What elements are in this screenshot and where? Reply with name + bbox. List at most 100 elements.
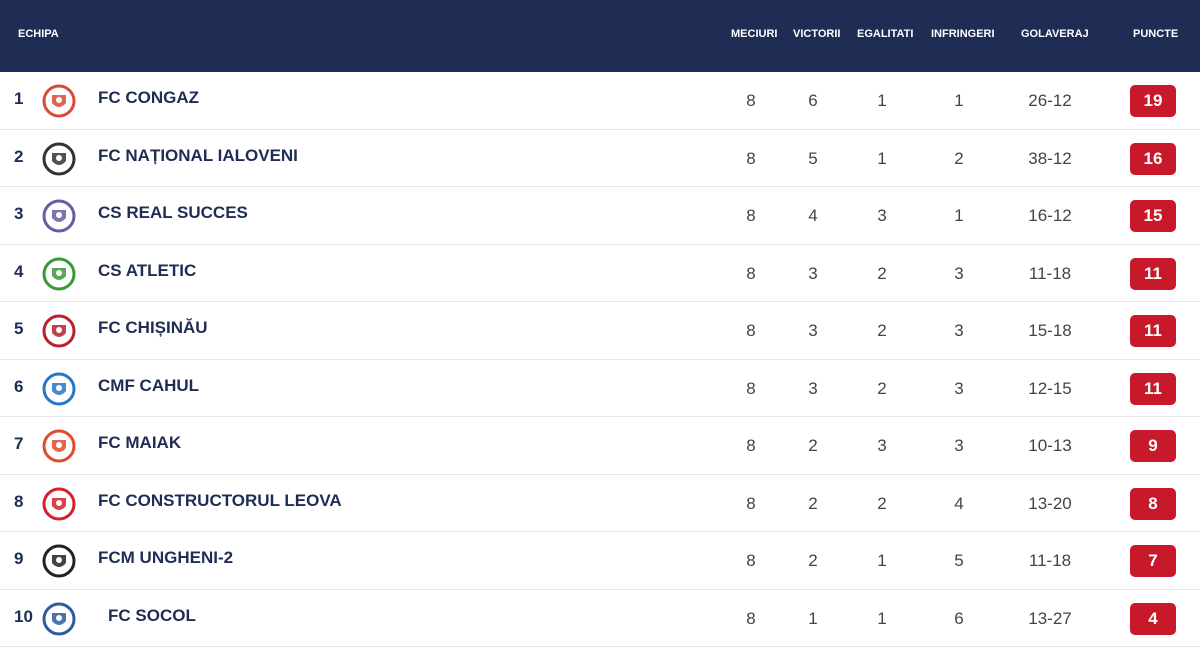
team-name[interactable]: FC MAIAK <box>98 433 181 453</box>
stat-wins: 5 <box>783 149 843 169</box>
stat-losses: 6 <box>929 609 989 629</box>
real-succes-logo <box>42 199 76 233</box>
leova-logo <box>42 487 76 521</box>
header-played: MECIURI <box>731 28 777 40</box>
chisinau-logo <box>42 314 76 348</box>
atletic-logo <box>42 257 76 291</box>
stat-losses: 3 <box>929 321 989 341</box>
stat-wins: 2 <box>783 551 843 571</box>
header-wins: VICTORII <box>793 28 840 40</box>
points-badge: 11 <box>1130 373 1176 405</box>
stat-losses: 3 <box>929 379 989 399</box>
table-header: ECHIPA MECIURI VICTORII EGALITATI INFRIN… <box>0 0 1200 72</box>
points-badge: 11 <box>1130 258 1176 290</box>
rank: 3 <box>14 204 23 224</box>
stat-goals: 13-20 <box>1020 494 1080 514</box>
stat-goals: 11-18 <box>1020 264 1080 284</box>
rank: 4 <box>14 262 23 282</box>
stat-wins: 3 <box>783 264 843 284</box>
team-name[interactable]: FC SOCOL <box>108 606 196 626</box>
cahul-logo <box>42 372 76 406</box>
stat-wins: 2 <box>783 436 843 456</box>
rank: 8 <box>14 492 23 512</box>
stat-wins: 2 <box>783 494 843 514</box>
points-badge: 7 <box>1130 545 1176 577</box>
rank: 7 <box>14 434 23 454</box>
stat-played: 8 <box>721 91 781 111</box>
stat-wins: 3 <box>783 379 843 399</box>
rank: 5 <box>14 319 23 339</box>
header-points: PUNCTE <box>1133 28 1178 40</box>
header-draws: EGALITATI <box>857 28 913 40</box>
stat-goals: 15-18 <box>1020 321 1080 341</box>
team-name[interactable]: CS ATLETIC <box>98 261 196 281</box>
stat-wins: 6 <box>783 91 843 111</box>
team-name[interactable]: FCM UNGHENI-2 <box>98 548 233 568</box>
stat-goals: 38-12 <box>1020 149 1080 169</box>
rank: 1 <box>14 89 23 109</box>
points-badge: 16 <box>1130 143 1176 175</box>
rank: 2 <box>14 147 23 167</box>
stat-losses: 2 <box>929 149 989 169</box>
stat-draws: 2 <box>852 321 912 341</box>
stat-wins: 3 <box>783 321 843 341</box>
stat-played: 8 <box>721 206 781 226</box>
stat-goals: 12-15 <box>1020 379 1080 399</box>
stat-draws: 1 <box>852 609 912 629</box>
stat-played: 8 <box>721 494 781 514</box>
rank: 9 <box>14 549 23 569</box>
stat-wins: 4 <box>783 206 843 226</box>
stat-losses: 4 <box>929 494 989 514</box>
stat-losses: 1 <box>929 206 989 226</box>
stat-played: 8 <box>721 321 781 341</box>
team-name[interactable]: CS REAL SUCCES <box>98 203 248 223</box>
stat-draws: 2 <box>852 379 912 399</box>
points-badge: 11 <box>1130 315 1176 347</box>
stat-played: 8 <box>721 149 781 169</box>
team-name[interactable]: FC CHIȘINĂU <box>98 318 208 338</box>
points-badge: 4 <box>1130 603 1176 635</box>
national-logo <box>42 142 76 176</box>
stat-played: 8 <box>721 551 781 571</box>
stat-draws: 1 <box>852 91 912 111</box>
stat-wins: 1 <box>783 609 843 629</box>
stat-draws: 3 <box>852 436 912 456</box>
stat-played: 8 <box>721 609 781 629</box>
points-badge: 15 <box>1130 200 1176 232</box>
ungheni-logo <box>42 544 76 578</box>
points-badge: 8 <box>1130 488 1176 520</box>
team-name[interactable]: FC NAȚIONAL IALOVENI <box>98 146 298 166</box>
stat-goals: 26-12 <box>1020 91 1080 111</box>
congaz-logo <box>42 84 76 118</box>
stat-draws: 2 <box>852 494 912 514</box>
stat-goals: 11-18 <box>1020 551 1080 571</box>
stat-losses: 5 <box>929 551 989 571</box>
points-badge: 9 <box>1130 430 1176 462</box>
stat-draws: 1 <box>852 149 912 169</box>
stat-played: 8 <box>721 264 781 284</box>
stat-draws: 3 <box>852 206 912 226</box>
stat-losses: 3 <box>929 264 989 284</box>
stat-losses: 1 <box>929 91 989 111</box>
maiak-logo <box>42 429 76 463</box>
header-team: ECHIPA <box>18 28 59 40</box>
team-name[interactable]: FC CONGAZ <box>98 88 199 108</box>
socol-logo <box>42 602 76 636</box>
rank: 10 <box>14 607 33 627</box>
points-badge: 19 <box>1130 85 1176 117</box>
team-name[interactable]: CMF CAHUL <box>98 376 199 396</box>
stat-losses: 3 <box>929 436 989 456</box>
team-name[interactable]: FC CONSTRUCTORUL LEOVA <box>98 491 342 511</box>
